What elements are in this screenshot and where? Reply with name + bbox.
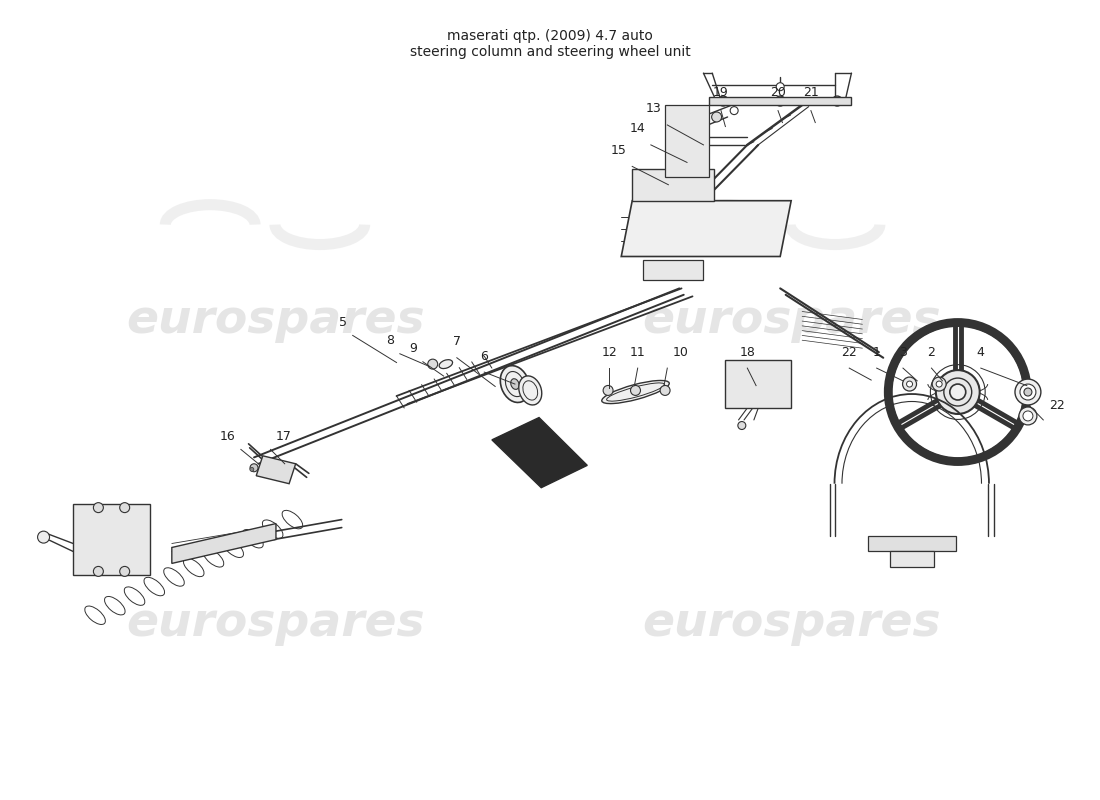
Circle shape (932, 377, 946, 391)
Ellipse shape (439, 360, 452, 369)
Text: 7: 7 (453, 335, 461, 348)
Text: eurospares: eurospares (641, 601, 940, 646)
Circle shape (120, 502, 130, 513)
Polygon shape (666, 105, 708, 177)
Circle shape (94, 566, 103, 576)
Text: 22: 22 (842, 346, 857, 358)
Text: 14: 14 (629, 122, 646, 135)
Polygon shape (632, 169, 714, 201)
Circle shape (428, 359, 438, 369)
Polygon shape (644, 261, 704, 281)
Text: 2: 2 (927, 346, 935, 358)
Polygon shape (725, 360, 791, 408)
Circle shape (250, 464, 258, 472)
Text: 13: 13 (646, 102, 662, 115)
Circle shape (906, 381, 913, 387)
Text: 3: 3 (899, 346, 906, 358)
Circle shape (936, 381, 942, 387)
Text: 20: 20 (770, 86, 785, 98)
Circle shape (903, 377, 916, 391)
Circle shape (777, 82, 784, 90)
Circle shape (120, 566, 130, 576)
Polygon shape (256, 456, 296, 484)
Text: 21: 21 (803, 86, 818, 98)
Circle shape (718, 96, 728, 106)
Text: 15: 15 (610, 144, 627, 157)
Circle shape (603, 386, 613, 395)
Polygon shape (621, 201, 791, 257)
Circle shape (1020, 384, 1036, 400)
Circle shape (1019, 407, 1037, 425)
Circle shape (1023, 411, 1033, 421)
Text: 8: 8 (386, 334, 394, 347)
Text: 11: 11 (630, 346, 646, 358)
Text: 19: 19 (713, 86, 729, 98)
Polygon shape (172, 523, 276, 563)
Text: eurospares: eurospares (641, 298, 940, 342)
Circle shape (250, 467, 254, 471)
Circle shape (776, 96, 785, 106)
Text: 9: 9 (409, 342, 417, 355)
Circle shape (730, 106, 738, 114)
Ellipse shape (500, 366, 529, 402)
Polygon shape (890, 551, 934, 567)
Circle shape (949, 384, 966, 400)
Circle shape (1015, 379, 1041, 405)
Ellipse shape (602, 381, 669, 403)
Text: eurospares: eurospares (126, 601, 426, 646)
Text: 17: 17 (276, 430, 292, 443)
Text: 22: 22 (1048, 399, 1065, 412)
Text: 1: 1 (872, 346, 881, 358)
Text: 12: 12 (602, 346, 617, 358)
Circle shape (738, 422, 746, 430)
Circle shape (936, 370, 980, 414)
Text: 10: 10 (673, 346, 689, 358)
Ellipse shape (510, 378, 519, 390)
Text: 5: 5 (339, 316, 348, 329)
Polygon shape (74, 504, 150, 575)
Polygon shape (868, 535, 956, 551)
Polygon shape (708, 97, 851, 105)
Circle shape (94, 502, 103, 513)
Text: 4: 4 (977, 346, 985, 358)
Text: maserati qtp. (2009) 4.7 auto
steering column and steering wheel unit: maserati qtp. (2009) 4.7 auto steering c… (409, 30, 691, 59)
Text: 18: 18 (739, 346, 756, 358)
Circle shape (630, 386, 640, 395)
Circle shape (660, 386, 670, 395)
Circle shape (712, 112, 722, 122)
Circle shape (1024, 388, 1032, 396)
Ellipse shape (519, 376, 542, 405)
Circle shape (833, 96, 843, 106)
Text: 16: 16 (220, 430, 235, 443)
Polygon shape (492, 418, 587, 488)
Text: 6: 6 (481, 350, 488, 362)
Circle shape (37, 531, 50, 543)
Text: eurospares: eurospares (126, 298, 426, 342)
